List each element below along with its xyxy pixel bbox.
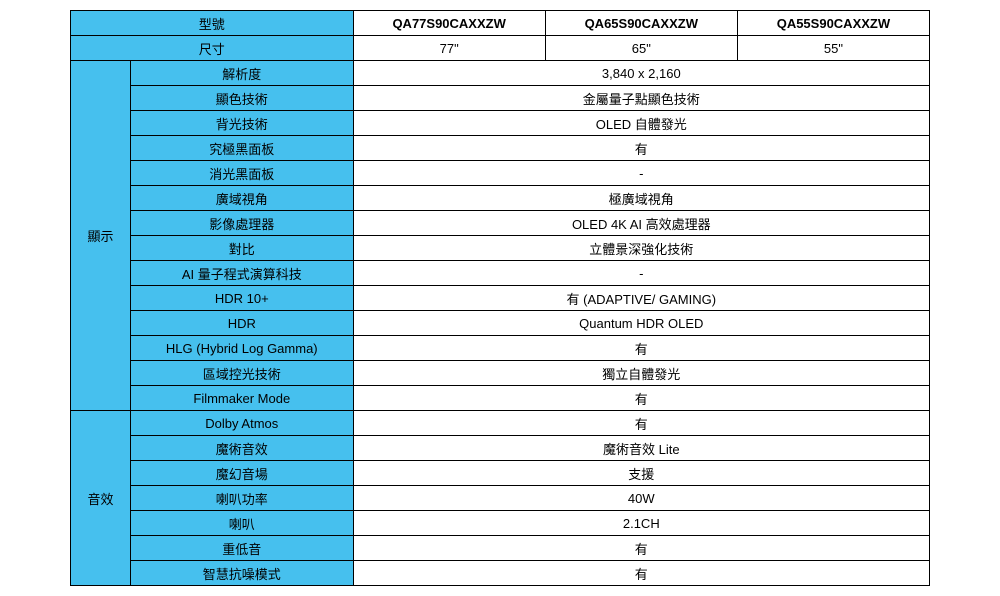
table-row: 影像處理器 OLED 4K AI 高效處理器 [71, 211, 930, 236]
size-col-1: 65" [545, 36, 737, 61]
spec-label: 究極黑面板 [130, 136, 353, 161]
spec-value: 40W [353, 486, 929, 511]
table-row: Filmmaker Mode 有 [71, 386, 930, 411]
spec-label: 區域控光技術 [130, 361, 353, 386]
table-row: 廣域視角 極廣域視角 [71, 186, 930, 211]
spec-label: 消光黑面板 [130, 161, 353, 186]
spec-value: 極廣域視角 [353, 186, 929, 211]
table-row: 消光黑面板 - [71, 161, 930, 186]
size-col-0: 77" [353, 36, 545, 61]
spec-value: 2.1CH [353, 511, 929, 536]
model-col-2: QA55S90CAXXZW [737, 11, 929, 36]
spec-label: 喇叭 [130, 511, 353, 536]
spec-label: Dolby Atmos [130, 411, 353, 436]
spec-value: 有 [353, 136, 929, 161]
model-label: 型號 [71, 11, 354, 36]
spec-label: 魔術音效 [130, 436, 353, 461]
spec-value: 有 (ADAPTIVE/ GAMING) [353, 286, 929, 311]
table-row: 喇叭 2.1CH [71, 511, 930, 536]
spec-label: 解析度 [130, 61, 353, 86]
table-row: AI 量子程式演算科技 - [71, 261, 930, 286]
table-row: 顯色技術 金屬量子點顯色技術 [71, 86, 930, 111]
spec-value: 支援 [353, 461, 929, 486]
spec-value: 立體景深強化技術 [353, 236, 929, 261]
category-audio: 音效 [71, 411, 131, 586]
size-label: 尺寸 [71, 36, 354, 61]
spec-label: HDR 10+ [130, 286, 353, 311]
spec-value: 魔術音效 Lite [353, 436, 929, 461]
model-col-0: QA77S90CAXXZW [353, 11, 545, 36]
spec-label: 對比 [130, 236, 353, 261]
size-col-2: 55" [737, 36, 929, 61]
spec-value: 金屬量子點顯色技術 [353, 86, 929, 111]
spec-label: 喇叭功率 [130, 486, 353, 511]
table-row: 重低音 有 [71, 536, 930, 561]
spec-label: HLG (Hybrid Log Gamma) [130, 336, 353, 361]
spec-label: 廣域視角 [130, 186, 353, 211]
spec-value: 有 [353, 561, 929, 586]
table-row: 區域控光技術 獨立自體發光 [71, 361, 930, 386]
table-row: HDR Quantum HDR OLED [71, 311, 930, 336]
table-row: 喇叭功率 40W [71, 486, 930, 511]
spec-label: Filmmaker Mode [130, 386, 353, 411]
table-row: 魔術音效 魔術音效 Lite [71, 436, 930, 461]
spec-label: 顯色技術 [130, 86, 353, 111]
spec-value: OLED 4K AI 高效處理器 [353, 211, 929, 236]
category-display: 顯示 [71, 61, 131, 411]
spec-value: 3,840 x 2,160 [353, 61, 929, 86]
spec-value: Quantum HDR OLED [353, 311, 929, 336]
model-col-1: QA65S90CAXXZW [545, 11, 737, 36]
spec-label: 影像處理器 [130, 211, 353, 236]
spec-value: 有 [353, 336, 929, 361]
table-row: 音效 Dolby Atmos 有 [71, 411, 930, 436]
table-row: HDR 10+ 有 (ADAPTIVE/ GAMING) [71, 286, 930, 311]
header-row-sizes: 尺寸 77" 65" 55" [71, 36, 930, 61]
spec-label: HDR [130, 311, 353, 336]
spec-label: 智慧抗噪模式 [130, 561, 353, 586]
table-row: 對比 立體景深強化技術 [71, 236, 930, 261]
spec-label: 重低音 [130, 536, 353, 561]
table-row: 究極黑面板 有 [71, 136, 930, 161]
table-row: 顯示 解析度 3,840 x 2,160 [71, 61, 930, 86]
spec-value: - [353, 161, 929, 186]
table-row: 智慧抗噪模式 有 [71, 561, 930, 586]
spec-table: 型號 QA77S90CAXXZW QA65S90CAXXZW QA55S90CA… [70, 10, 930, 586]
spec-value: - [353, 261, 929, 286]
spec-value: OLED 自體發光 [353, 111, 929, 136]
spec-label: 魔幻音場 [130, 461, 353, 486]
table-row: 背光技術 OLED 自體發光 [71, 111, 930, 136]
table-row: 魔幻音場 支援 [71, 461, 930, 486]
spec-value: 獨立自體發光 [353, 361, 929, 386]
spec-label: 背光技術 [130, 111, 353, 136]
spec-value: 有 [353, 386, 929, 411]
spec-label: AI 量子程式演算科技 [130, 261, 353, 286]
header-row-models: 型號 QA77S90CAXXZW QA65S90CAXXZW QA55S90CA… [71, 11, 930, 36]
table-row: HLG (Hybrid Log Gamma) 有 [71, 336, 930, 361]
spec-value: 有 [353, 536, 929, 561]
spec-value: 有 [353, 411, 929, 436]
